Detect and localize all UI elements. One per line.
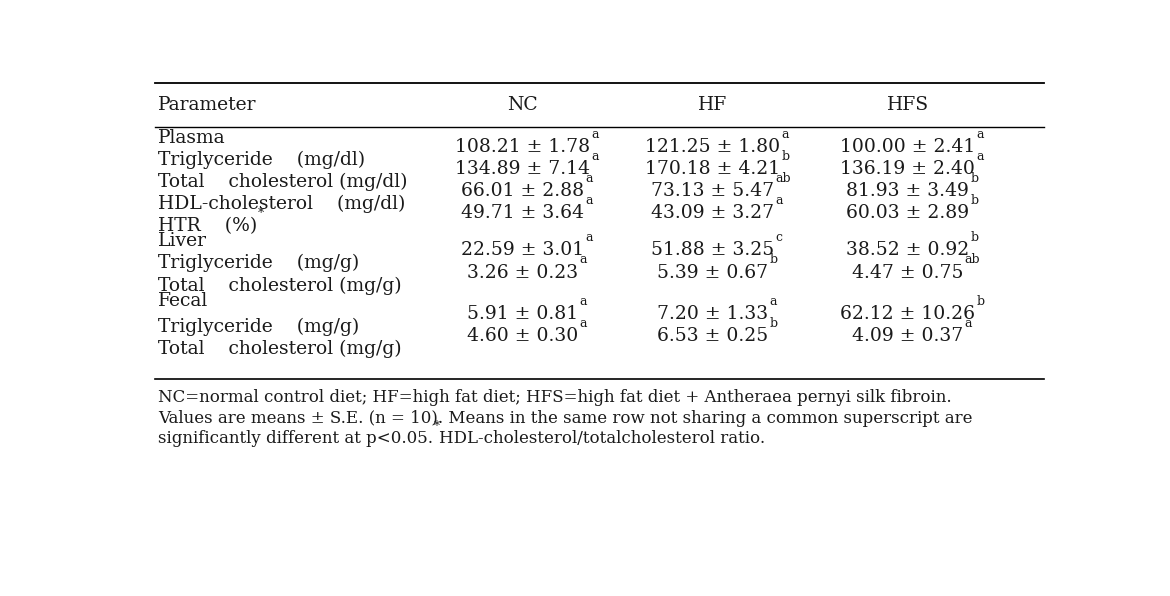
- Text: 81.93 ± 3.49: 81.93 ± 3.49: [846, 182, 970, 200]
- Text: b: b: [770, 253, 778, 266]
- Text: Fecal: Fecal: [158, 293, 208, 311]
- Text: 6.53 ± 0.25: 6.53 ± 0.25: [658, 327, 769, 345]
- Text: 51.88 ± 3.25: 51.88 ± 3.25: [652, 241, 775, 259]
- Text: 66.01 ± 2.88: 66.01 ± 2.88: [461, 182, 584, 200]
- Text: a: a: [585, 172, 592, 185]
- Text: a: a: [585, 194, 592, 207]
- Text: 170.18 ± 4.21: 170.18 ± 4.21: [646, 160, 780, 178]
- Text: 3.26 ± 0.23: 3.26 ± 0.23: [467, 263, 578, 281]
- Text: c: c: [776, 231, 783, 244]
- Text: a: a: [591, 128, 599, 141]
- Text: 4.09 ± 0.37: 4.09 ± 0.37: [852, 327, 964, 345]
- Text: b: b: [970, 231, 978, 244]
- Text: HDL-cholesterol/totalcholesterol ratio.: HDL-cholesterol/totalcholesterol ratio.: [440, 430, 765, 447]
- Text: HFS: HFS: [887, 95, 929, 114]
- Text: NC: NC: [507, 95, 538, 114]
- Text: 22.59 ± 3.01: 22.59 ± 3.01: [461, 241, 584, 259]
- Text: Total    cholesterol (mg/g): Total cholesterol (mg/g): [158, 340, 401, 358]
- Text: NC=normal control diet; HF=high fat diet; HFS=high fat diet + Antheraea pernyi s: NC=normal control diet; HF=high fat diet…: [158, 389, 951, 406]
- Text: 73.13 ± 5.47: 73.13 ± 5.47: [652, 182, 775, 200]
- Text: a: a: [579, 253, 586, 266]
- Text: b: b: [976, 295, 984, 308]
- Text: 43.09 ± 3.27: 43.09 ± 3.27: [652, 204, 775, 222]
- Text: 108.21 ± 1.78: 108.21 ± 1.78: [455, 138, 590, 156]
- Text: 49.71 ± 3.64: 49.71 ± 3.64: [461, 204, 584, 222]
- Text: HF: HF: [698, 95, 728, 114]
- Text: b: b: [782, 150, 790, 163]
- Text: 5.39 ± 0.67: 5.39 ± 0.67: [658, 263, 769, 281]
- Text: b: b: [770, 317, 778, 330]
- Text: HDL-cholesterol    (mg/dl): HDL-cholesterol (mg/dl): [158, 195, 406, 213]
- Text: Plasma: Plasma: [158, 129, 226, 147]
- Text: 38.52 ± 0.92: 38.52 ± 0.92: [846, 241, 970, 259]
- Text: b: b: [970, 172, 978, 185]
- Text: 4.60 ± 0.30: 4.60 ± 0.30: [467, 327, 578, 345]
- Text: a: a: [579, 317, 586, 330]
- Text: Total    cholesterol (mg/dl): Total cholesterol (mg/dl): [158, 173, 407, 191]
- Text: HTR    (%): HTR (%): [158, 217, 257, 235]
- Text: Liver: Liver: [158, 232, 207, 250]
- Text: 7.20 ± 1.33: 7.20 ± 1.33: [658, 305, 769, 323]
- Text: 100.00 ± 2.41: 100.00 ± 2.41: [840, 138, 976, 156]
- Text: a: a: [776, 194, 783, 207]
- Text: a: a: [976, 150, 984, 163]
- Text: a: a: [977, 128, 984, 141]
- Text: ab: ab: [964, 253, 980, 266]
- Text: a: a: [964, 317, 972, 330]
- Text: a: a: [770, 295, 777, 308]
- Text: ab: ab: [776, 172, 791, 185]
- Text: 60.03 ± 2.89: 60.03 ± 2.89: [846, 204, 970, 222]
- Text: a: a: [782, 128, 789, 141]
- Text: Triglyceride    (mg/dl): Triglyceride (mg/dl): [158, 151, 365, 169]
- Text: *: *: [259, 207, 264, 220]
- Text: 5.91 ± 0.81: 5.91 ± 0.81: [467, 305, 578, 323]
- Text: a: a: [585, 231, 592, 244]
- Text: 62.12 ± 10.26: 62.12 ± 10.26: [840, 305, 976, 323]
- Text: 121.25 ± 1.80: 121.25 ± 1.80: [646, 138, 780, 156]
- Text: 134.89 ± 7.14: 134.89 ± 7.14: [455, 160, 590, 178]
- Text: b: b: [970, 194, 978, 207]
- Text: a: a: [591, 150, 599, 163]
- Text: *: *: [434, 420, 440, 433]
- Text: 136.19 ± 2.40: 136.19 ± 2.40: [840, 160, 976, 178]
- Text: significantly different at p<0.05.: significantly different at p<0.05.: [158, 430, 433, 447]
- Text: a: a: [579, 295, 586, 308]
- Text: Triglyceride    (mg/g): Triglyceride (mg/g): [158, 318, 359, 336]
- Text: Triglyceride    (mg/g): Triglyceride (mg/g): [158, 254, 359, 272]
- Text: 4.47 ± 0.75: 4.47 ± 0.75: [852, 263, 964, 281]
- Text: Parameter: Parameter: [158, 95, 256, 114]
- Text: Values are means ± S.E. (n = 10). Means in the same row not sharing a common sup: Values are means ± S.E. (n = 10). Means …: [158, 409, 972, 427]
- Text: Total    cholesterol (mg/g): Total cholesterol (mg/g): [158, 277, 401, 294]
